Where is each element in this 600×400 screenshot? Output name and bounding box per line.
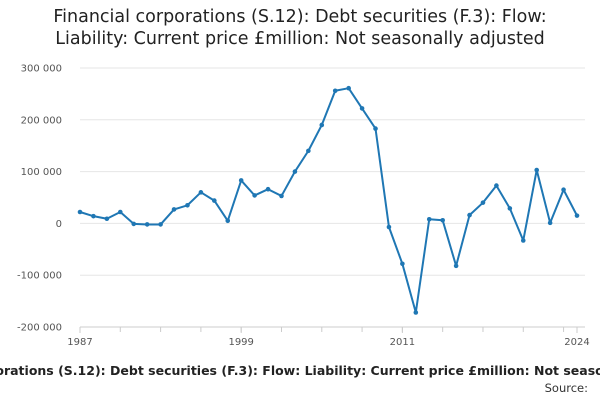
y-tick-label: -100 000 <box>17 271 62 282</box>
data-point <box>400 261 405 267</box>
data-point <box>91 213 96 219</box>
x-tick-label: 1999 <box>228 337 253 348</box>
data-point <box>534 167 540 173</box>
y-tick-label: 300 000 <box>21 64 62 75</box>
data-point <box>279 193 284 199</box>
series-layer <box>77 85 580 315</box>
x-tick-label: 2024 <box>564 337 589 348</box>
data-point <box>574 213 580 218</box>
data-point <box>494 183 499 188</box>
chart-title-line-2: Liability: Current price £million: Not s… <box>55 29 545 49</box>
grid-lines <box>80 67 585 328</box>
data-point <box>265 186 271 192</box>
data-point <box>480 200 486 205</box>
x-tick-label: 2011 <box>390 337 415 348</box>
data-point <box>171 207 177 212</box>
data-point <box>467 212 472 218</box>
data-point <box>359 106 365 111</box>
y-tick-label: 0 <box>56 219 62 230</box>
data-point <box>117 209 123 215</box>
y-tick-label: 100 000 <box>21 167 62 178</box>
data-point <box>547 220 553 226</box>
data-point <box>373 126 378 131</box>
data-point <box>440 217 445 223</box>
chart-title-line-1: Financial corporations (S.12): Debt secu… <box>53 7 547 27</box>
data-point <box>131 221 137 227</box>
data-point <box>426 216 432 222</box>
data-point <box>319 122 325 128</box>
data-point <box>158 222 163 227</box>
data-point <box>507 206 513 211</box>
source-label: Source: <box>544 381 588 395</box>
data-point <box>413 310 419 315</box>
y-tick-label: 200 000 <box>21 115 62 126</box>
series-line <box>79 87 578 314</box>
tick-labels: 300 000 200 000 100 000 0 -100 000 -200 000 19… <box>17 64 590 349</box>
x-tick-label: 1987 <box>67 337 92 348</box>
data-point <box>238 178 244 183</box>
chart-title: Financial corporations (S.12): Debt secu… <box>0 6 600 50</box>
data-point <box>104 216 110 222</box>
data-point <box>144 222 150 227</box>
y-tick-label: -200 000 <box>17 323 62 334</box>
data-point <box>225 218 231 224</box>
data-point <box>453 263 459 269</box>
data-point <box>185 202 190 208</box>
data-point <box>332 88 338 94</box>
data-point <box>520 238 526 243</box>
footer-title: Financial corporations (S.12): Debt secu… <box>0 363 600 378</box>
data-point <box>198 190 204 195</box>
data-point <box>212 198 217 203</box>
data-point <box>386 224 392 230</box>
data-point <box>561 187 566 193</box>
data-point <box>292 169 298 174</box>
axes <box>79 326 585 333</box>
data-point <box>306 148 311 154</box>
data-point <box>346 85 351 91</box>
data-point <box>77 209 83 215</box>
footer-title-text: Financial corporations (S.12): Debt secu… <box>0 363 600 378</box>
data-point <box>252 193 257 198</box>
